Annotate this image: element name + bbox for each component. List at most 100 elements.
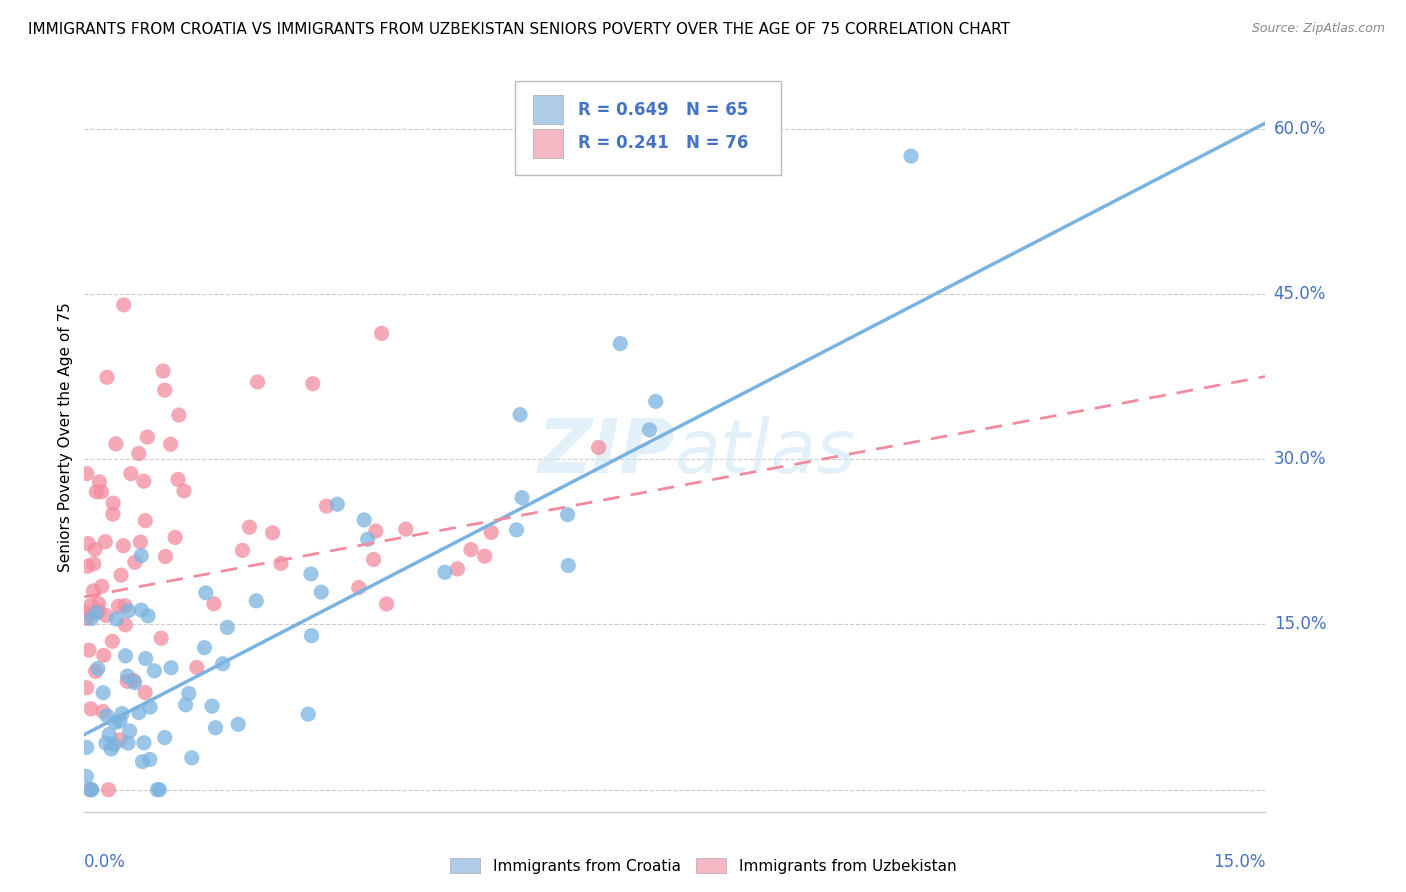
Point bbox=[91, 705, 114, 719]
Point bbox=[124, 555, 146, 569]
Point bbox=[103, 738, 125, 752]
Point bbox=[326, 497, 349, 511]
Point bbox=[117, 736, 139, 750]
Point bbox=[96, 708, 118, 723]
Point bbox=[76, 681, 98, 695]
Point bbox=[153, 383, 176, 397]
Point bbox=[108, 732, 131, 747]
Point bbox=[186, 660, 208, 674]
Point bbox=[80, 782, 103, 797]
Point bbox=[347, 581, 370, 595]
Point bbox=[297, 707, 319, 722]
Point bbox=[134, 685, 156, 699]
Bar bbox=[533, 95, 562, 124]
Point bbox=[460, 542, 482, 557]
Point bbox=[364, 524, 387, 538]
Legend: Immigrants from Croatia, Immigrants from Uzbekistan: Immigrants from Croatia, Immigrants from… bbox=[444, 852, 962, 880]
Point bbox=[101, 634, 124, 648]
Point bbox=[479, 525, 502, 540]
Point bbox=[132, 474, 155, 488]
Point bbox=[122, 673, 145, 688]
Y-axis label: Seniors Poverty Over the Age of 75: Seniors Poverty Over the Age of 75 bbox=[58, 302, 73, 572]
Point bbox=[363, 552, 385, 566]
Point bbox=[160, 661, 183, 675]
Point bbox=[174, 698, 197, 712]
Point bbox=[94, 736, 117, 750]
Point bbox=[231, 543, 253, 558]
Point bbox=[301, 629, 323, 643]
Point bbox=[245, 594, 267, 608]
Text: R = 0.241   N = 76: R = 0.241 N = 76 bbox=[578, 135, 748, 153]
Point bbox=[117, 604, 139, 618]
Point bbox=[474, 549, 496, 564]
Point bbox=[309, 585, 332, 599]
Text: 15.0%: 15.0% bbox=[1274, 615, 1326, 633]
Text: 45.0%: 45.0% bbox=[1274, 285, 1326, 303]
Point bbox=[136, 608, 159, 623]
Point bbox=[375, 597, 398, 611]
Point bbox=[104, 437, 127, 451]
Point bbox=[77, 643, 100, 657]
Point bbox=[299, 566, 322, 581]
Point bbox=[124, 675, 146, 690]
Point bbox=[510, 491, 533, 505]
Point bbox=[638, 423, 661, 437]
Point bbox=[104, 715, 127, 730]
Point bbox=[204, 721, 226, 735]
Text: 60.0%: 60.0% bbox=[1274, 120, 1326, 137]
Point bbox=[238, 520, 260, 534]
Point bbox=[91, 579, 114, 593]
Point bbox=[150, 631, 173, 645]
Point bbox=[114, 599, 136, 613]
Point bbox=[86, 606, 108, 620]
Point bbox=[509, 408, 531, 422]
Point bbox=[87, 597, 110, 611]
Text: atlas: atlas bbox=[675, 416, 856, 488]
Text: 30.0%: 30.0% bbox=[1274, 450, 1326, 468]
Point bbox=[110, 568, 132, 582]
Bar bbox=[533, 129, 562, 158]
Point bbox=[153, 731, 176, 745]
Point bbox=[94, 534, 117, 549]
Point bbox=[89, 475, 111, 489]
Point bbox=[94, 608, 117, 623]
Point bbox=[98, 727, 121, 741]
Point bbox=[134, 514, 156, 528]
Point bbox=[301, 376, 323, 391]
Point bbox=[108, 714, 131, 728]
Point bbox=[97, 782, 120, 797]
Point bbox=[90, 484, 112, 499]
Point bbox=[131, 549, 153, 563]
Point bbox=[128, 706, 150, 720]
Point bbox=[588, 441, 610, 455]
Point bbox=[76, 740, 98, 755]
Point bbox=[80, 702, 103, 716]
Point bbox=[96, 370, 118, 384]
Point bbox=[146, 782, 169, 797]
Text: 0.0%: 0.0% bbox=[84, 853, 127, 871]
Point bbox=[202, 597, 225, 611]
Point bbox=[159, 437, 181, 451]
Point bbox=[135, 651, 157, 665]
Point bbox=[118, 723, 141, 738]
Point bbox=[395, 522, 418, 536]
Point bbox=[129, 535, 152, 549]
Point bbox=[217, 620, 239, 634]
Point bbox=[120, 467, 142, 481]
Point bbox=[193, 640, 215, 655]
Point bbox=[101, 496, 124, 510]
Text: 15.0%: 15.0% bbox=[1213, 853, 1265, 871]
Point bbox=[84, 665, 107, 679]
Point bbox=[900, 149, 922, 163]
Point bbox=[143, 664, 166, 678]
Point bbox=[505, 523, 527, 537]
Text: IMMIGRANTS FROM CROATIA VS IMMIGRANTS FROM UZBEKISTAN SENIORS POVERTY OVER THE A: IMMIGRANTS FROM CROATIA VS IMMIGRANTS FR… bbox=[28, 22, 1010, 37]
Point bbox=[73, 606, 96, 620]
Point bbox=[93, 648, 115, 663]
Point bbox=[246, 375, 269, 389]
Point bbox=[201, 699, 224, 714]
Point bbox=[609, 336, 631, 351]
Point bbox=[76, 611, 98, 625]
Point bbox=[84, 542, 107, 557]
Point bbox=[82, 583, 104, 598]
